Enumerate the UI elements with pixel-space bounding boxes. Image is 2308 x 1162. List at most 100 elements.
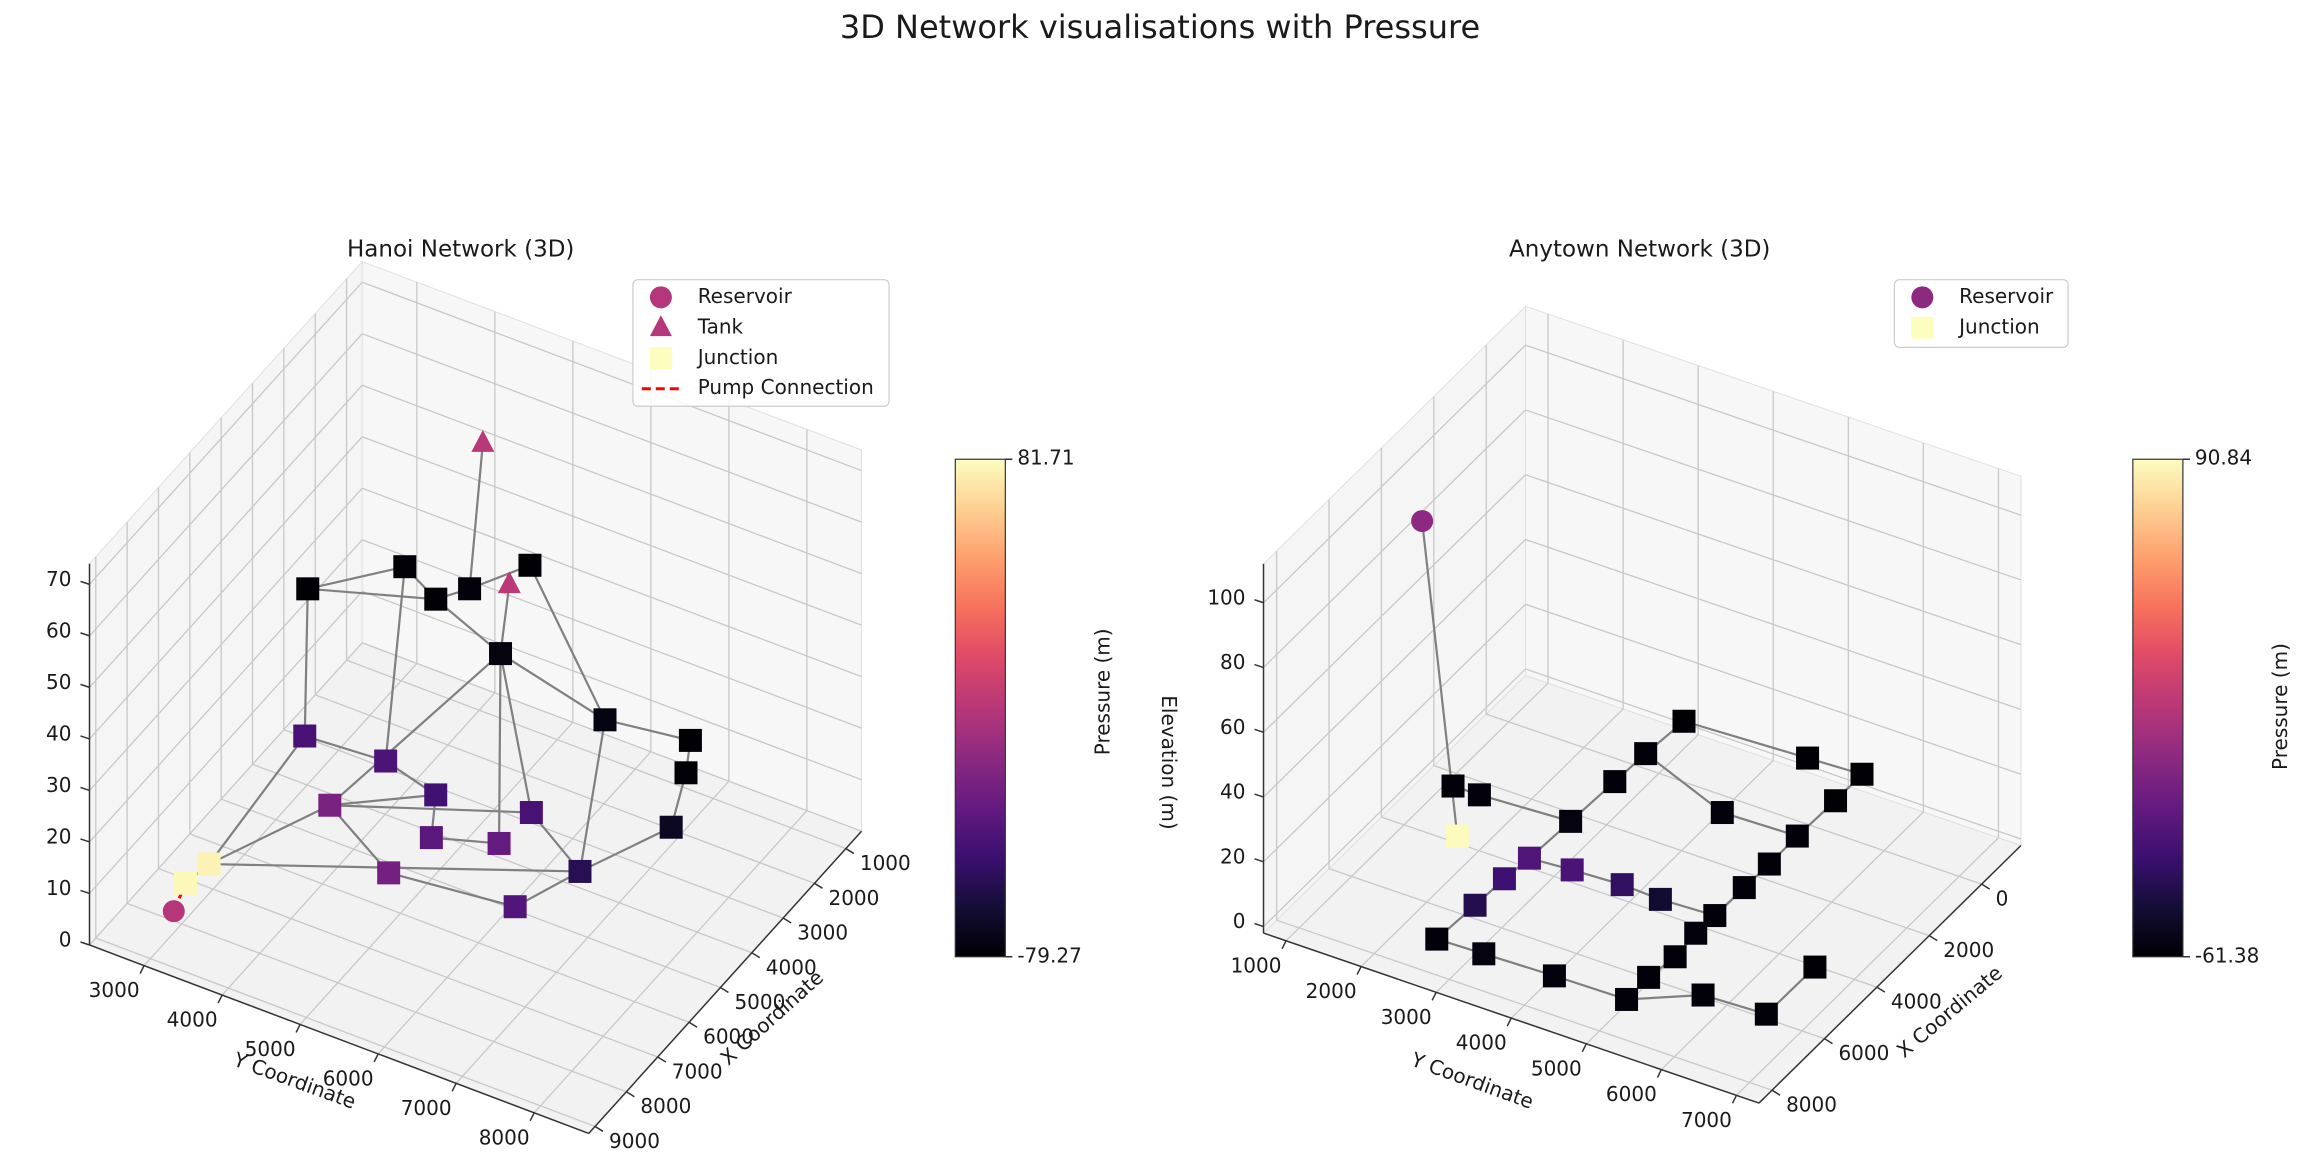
grid-line: [1525, 409, 2022, 581]
x-tick-label: 8000: [640, 1094, 691, 1118]
marker-square: [487, 831, 511, 855]
marker-square: [503, 895, 527, 919]
x-tick: [1928, 935, 1938, 942]
grid-line: [89, 487, 363, 791]
marker-square: [1732, 876, 1756, 900]
marker-square: [1634, 742, 1658, 766]
marker-square: [1467, 783, 1491, 807]
subplot-title: Anytown Network (3D): [1509, 237, 1770, 263]
marker-square: [1492, 867, 1516, 891]
network-link: [578, 719, 607, 872]
x-tick: [1981, 883, 1991, 890]
colorbar-label: Pressure (m): [2268, 643, 2292, 770]
colorbar: [954, 458, 1006, 958]
y-tick: [217, 994, 223, 1004]
legend-box: [632, 279, 890, 407]
marker-square: [1796, 746, 1820, 770]
y-tick-label: 5000: [245, 1037, 296, 1061]
marker-square: [1560, 858, 1584, 882]
marker-square: [519, 801, 543, 825]
y-tick: [1281, 940, 1287, 950]
legend: Reservoir Tank Junction Pump Connection: [632, 279, 890, 407]
marker-square: [659, 815, 683, 839]
grid-line: [1263, 344, 1526, 604]
grid-line: [95, 937, 596, 1128]
grid-line: [220, 798, 721, 989]
marker-square: [568, 859, 592, 883]
legend-marker: [1911, 316, 1934, 339]
legend-label: Junction: [696, 345, 779, 369]
marker-square: [419, 826, 443, 850]
y-tick: [529, 1112, 535, 1122]
marker-square: [1684, 921, 1708, 945]
grid-line: [1263, 539, 1526, 798]
legend-label: Junction: [1957, 314, 2040, 338]
marker-square: [377, 861, 401, 885]
marker-circle: [162, 900, 185, 923]
marker-square: [1754, 1002, 1778, 1026]
legend-marker: [649, 286, 672, 309]
x-tick: [751, 952, 761, 959]
marker-square: [1703, 904, 1727, 928]
grid-line: [362, 281, 862, 472]
z-tick-label: 60: [46, 618, 71, 642]
y-tick: [1506, 1017, 1512, 1027]
x-tick: [688, 1021, 698, 1028]
y-tick-label: 7000: [1681, 1108, 1732, 1132]
x-tick-label: 6000: [703, 1025, 754, 1049]
marker-square: [318, 793, 342, 817]
x-tick: [720, 986, 729, 994]
marker-square: [678, 728, 702, 752]
grid-line: [346, 659, 847, 850]
z-tick-label: 10: [46, 876, 71, 900]
colorbar-tick-label: -79.27: [1017, 943, 1081, 967]
marker-square: [374, 749, 398, 773]
grid-line: [1525, 603, 2022, 775]
marker-square: [593, 708, 617, 732]
x-tick: [594, 1125, 604, 1133]
z-tick-label: 70: [46, 567, 71, 591]
z-tick: [80, 941, 90, 946]
grid-line: [1263, 409, 1526, 668]
marker-square: [197, 852, 221, 876]
marker-square: [424, 783, 448, 807]
grid-line: [1263, 668, 1526, 928]
y-tick: [1431, 991, 1437, 1001]
marker-circle: [1411, 510, 1434, 533]
grid-line: [89, 384, 363, 688]
z-tick: [80, 632, 90, 637]
x-tick-label: 8000: [1786, 1093, 1837, 1117]
legend-label: Reservoir: [698, 284, 793, 308]
y-tick: [1356, 966, 1362, 975]
marker-square: [293, 724, 317, 748]
z-tick: [1254, 858, 1264, 863]
x-tick: [657, 1056, 667, 1063]
grid-line: [362, 333, 862, 523]
x-tick-label: 3000: [797, 921, 848, 945]
network-link: [307, 587, 436, 601]
marker-triangle: [471, 429, 495, 452]
z-tick-label: 60: [1220, 715, 1245, 739]
grid-line: [1525, 538, 2022, 711]
network-link: [499, 652, 606, 721]
y-tick: [373, 1053, 379, 1063]
z-tick: [80, 683, 90, 689]
network-link: [303, 588, 309, 737]
marker-square: [1672, 709, 1696, 733]
grid-line: [1360, 708, 1624, 968]
network-link: [1683, 720, 1808, 760]
x-axis-line: [588, 830, 863, 1134]
y-tick-label: 7000: [401, 1096, 452, 1120]
marker-square: [458, 577, 482, 601]
grid-line: [314, 694, 815, 884]
network-link: [1721, 811, 1798, 838]
marker-square: [174, 871, 198, 895]
network-link: [528, 564, 606, 721]
figure-title: 3D Network visualisations with Pressure: [840, 8, 1480, 46]
z-tick: [1254, 922, 1264, 928]
marker-square: [1710, 801, 1734, 825]
z-tick: [80, 838, 90, 843]
marker-square: [1603, 770, 1627, 794]
grid-line: [89, 333, 363, 637]
